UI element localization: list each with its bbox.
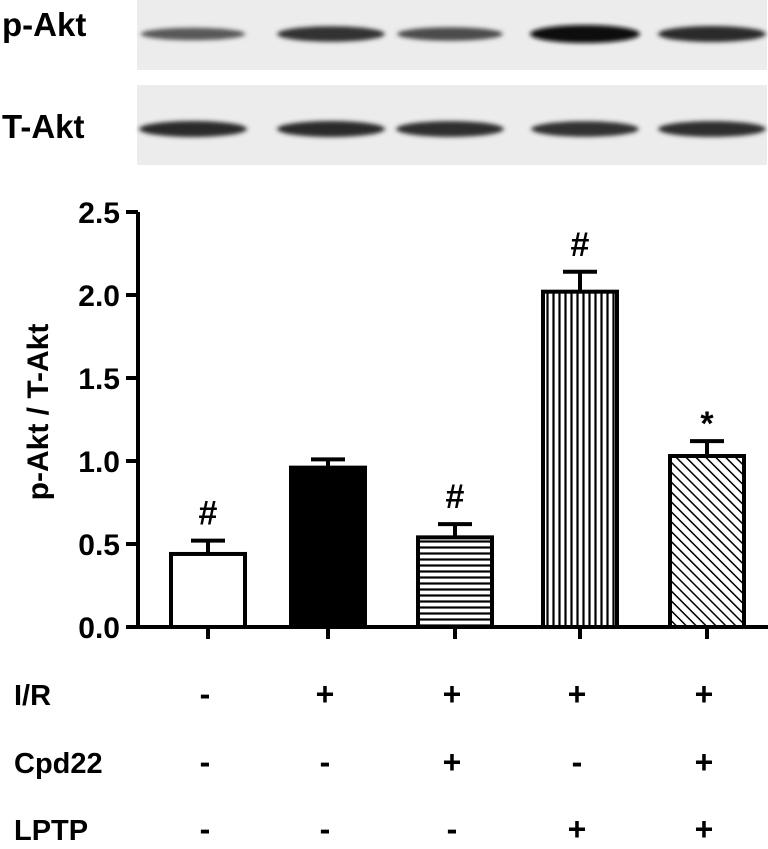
significance-annotation: # [199,495,218,533]
bar [416,535,494,629]
y-tick-label: 2.5 [78,197,120,230]
bar [668,454,746,629]
blot-band [531,121,639,137]
condition-sign: - [320,744,331,780]
significance-annotation: # [571,226,590,264]
condition-label: LPTP [14,815,88,847]
condition-label: I/R [14,680,51,712]
condition-sign: - [200,744,211,780]
blot-band [396,121,504,137]
bar [289,465,367,630]
blot-row-label: p-Akt [2,6,86,43]
condition-sign: + [568,811,587,847]
y-tick-label: 0.5 [78,529,120,562]
condition-sign: - [572,744,583,780]
condition-sign: + [443,744,462,780]
blot-band [658,26,766,42]
bar [169,551,247,630]
condition-sign: + [695,676,714,712]
condition-sign: - [320,811,331,847]
blot-band [530,25,640,43]
significance-annotation: # [446,478,465,516]
y-axis-label: p-Akt / T-Akt [22,324,55,501]
y-tick-label: 1.0 [78,446,120,479]
condition-sign: + [695,811,714,847]
blot-band [277,121,385,137]
blot-row-label: T-Akt [2,108,85,145]
condition-sign: - [447,811,458,847]
western-blot: p-Akt T-Akt [2,0,767,165]
blot-band [140,27,246,41]
blot-band [397,27,503,41]
condition-sign: + [695,744,714,780]
blot-band [658,121,766,137]
blot-band [277,26,385,42]
condition-sign: + [443,676,462,712]
y-tick-label: 2.0 [78,280,120,313]
condition-label: Cpd22 [14,748,103,780]
blot-band [139,121,247,137]
condition-sign: - [200,676,211,712]
condition-sign: + [568,676,587,712]
bar [541,289,619,629]
condition-sign: + [316,676,335,712]
y-tick-label: 1.5 [78,363,120,396]
significance-annotation: * [700,405,714,443]
y-tick-label: 0.0 [78,612,120,645]
condition-sign: - [200,811,211,847]
